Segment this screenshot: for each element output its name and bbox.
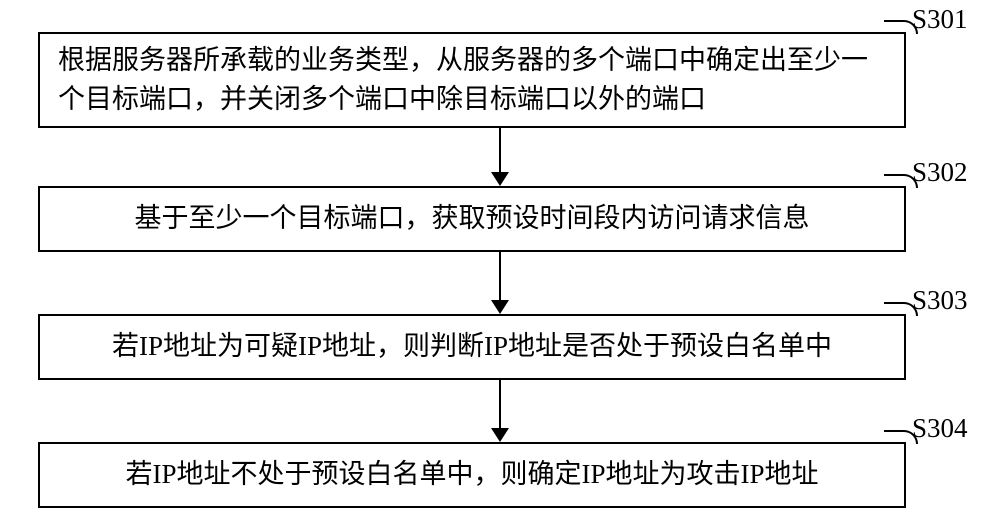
step-label-s303: S303: [912, 285, 968, 316]
arrowhead-s303-s304: [491, 428, 509, 442]
step-box-s301: 根据服务器所承载的业务类型，从服务器的多个端口中确定出至少一个目标端口，并关闭多…: [38, 32, 906, 128]
step-box-s304: 若IP地址不处于预设白名单中，则确定IP地址为攻击IP地址: [38, 442, 906, 508]
step-text: 若IP地址不处于预设白名单中，则确定IP地址为攻击IP地址: [125, 455, 818, 494]
flowchart-canvas: 根据服务器所承载的业务类型，从服务器的多个端口中确定出至少一个目标端口，并关闭多…: [0, 0, 1000, 528]
step-label-s301: S301: [912, 4, 968, 35]
step-text: 根据服务器所承载的业务类型，从服务器的多个端口中确定出至少一个目标端口，并关闭多…: [58, 41, 886, 119]
connector-s302-s303: [499, 252, 501, 300]
step-box-s303: 若IP地址为可疑IP地址，则判断IP地址是否处于预设白名单中: [38, 314, 906, 380]
step-text: 若IP地址为可疑IP地址，则判断IP地址是否处于预设白名单中: [112, 327, 832, 366]
step-box-s302: 基于至少一个目标端口，获取预设时间段内访问请求信息: [38, 186, 906, 252]
arrowhead-s301-s302: [491, 172, 509, 186]
step-label-s304: S304: [912, 413, 968, 444]
step-text: 基于至少一个目标端口，获取预设时间段内访问请求信息: [135, 199, 810, 238]
arrowhead-s302-s303: [491, 300, 509, 314]
step-label-s302: S302: [912, 157, 968, 188]
connector-s303-s304: [499, 380, 501, 428]
connector-s301-s302: [499, 128, 501, 172]
